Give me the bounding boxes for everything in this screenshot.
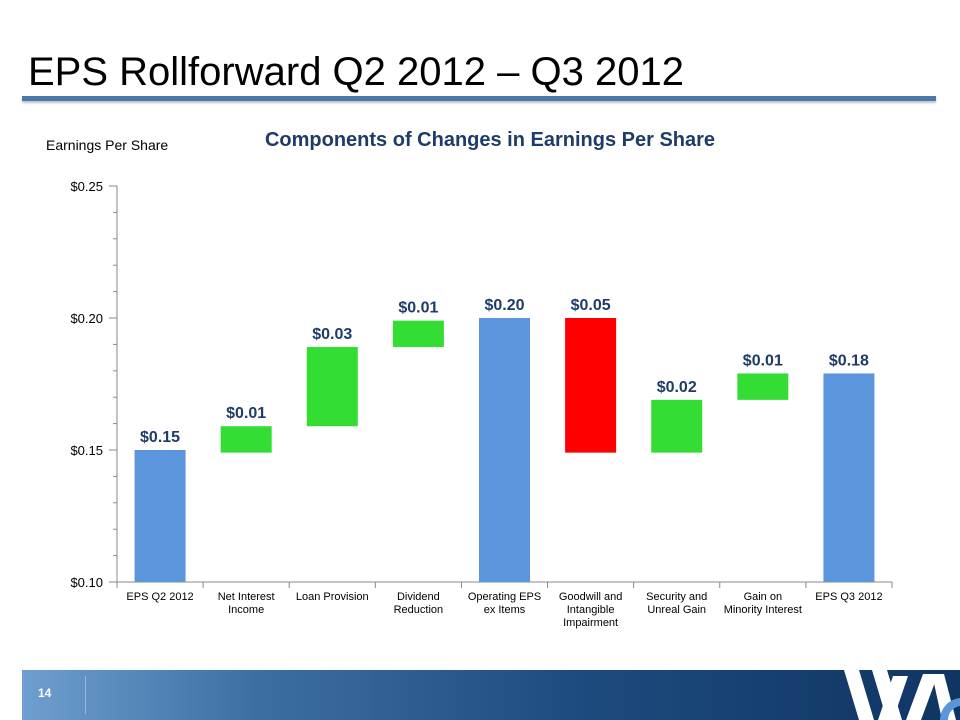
bar-total <box>823 373 875 582</box>
bar-data-label: $0.01 <box>226 405 266 422</box>
y-tick-label: $0.10 <box>70 575 103 590</box>
x-category-label: Operating EPS ex Items <box>468 591 541 616</box>
bar-increase <box>306 347 358 427</box>
company-logo-icon <box>844 670 960 720</box>
x-category-label: Net Interest Income <box>218 591 275 616</box>
bar-data-label: $0.15 <box>140 429 180 446</box>
bar-increase <box>220 426 272 453</box>
y-axis-label: Earnings Per Share <box>46 137 168 153</box>
x-category-label: Goodwill and Intangible Impairment <box>559 591 623 629</box>
x-category-label: EPS Q2 2012 <box>126 591 193 603</box>
footer-separator <box>85 676 86 714</box>
bar-data-label: $0.18 <box>829 352 869 369</box>
x-category-label: Dividend Reduction <box>394 591 444 616</box>
y-tick-label: $0.20 <box>70 311 103 326</box>
bar-increase <box>392 320 444 348</box>
bar-data-label: $0.01 <box>398 300 438 317</box>
y-tick-label: $0.15 <box>70 443 103 458</box>
bar-data-label: $0.01 <box>743 352 783 369</box>
bar-data-label: $0.05 <box>571 297 611 314</box>
title-rule <box>22 96 936 101</box>
page-number: 14 <box>38 686 52 700</box>
x-category-label: Gain on Minority Interest <box>724 591 802 616</box>
chart-title: Components of Changes in Earnings Per Sh… <box>265 129 715 151</box>
x-category-label: EPS Q3 2012 <box>815 591 882 603</box>
bar-total <box>134 450 186 582</box>
bar-data-label: $0.03 <box>312 326 352 343</box>
slide-title: EPS Rollforward Q2 2012 – Q3 2012 <box>28 50 684 94</box>
footer-bar: 14 <box>22 670 960 720</box>
bar-increase <box>737 373 789 400</box>
x-category-label: Loan Provision <box>296 591 369 603</box>
y-tick-label: $0.25 <box>70 179 103 194</box>
x-category-label: Security and Unreal Gain <box>646 591 707 616</box>
bar-data-label: $0.02 <box>657 379 697 396</box>
bar-data-label: $0.20 <box>484 297 524 314</box>
bar-increase <box>651 399 703 453</box>
plot-area: $0.10 $0.15 $0.20 $0.25 $0.15 EPS Q2 2012 $0.0… <box>70 179 893 629</box>
waterfall-chart: Earnings Per Share Components of Changes… <box>46 129 893 629</box>
bar-total <box>479 318 530 582</box>
bar-decrease <box>565 318 617 453</box>
